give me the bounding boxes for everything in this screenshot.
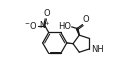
Text: HO: HO [58,22,71,31]
Text: O: O [43,9,50,18]
Text: O: O [83,15,90,24]
Text: N$^{+}$: N$^{+}$ [39,20,51,31]
Polygon shape [76,28,79,35]
Text: $^{-}$O: $^{-}$O [24,20,37,31]
Text: NH: NH [91,45,104,54]
